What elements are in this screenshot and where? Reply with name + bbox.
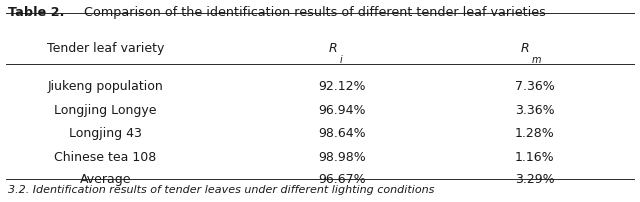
Text: Table 2.: Table 2. <box>8 6 64 19</box>
Text: 3.2. Identification results of tender leaves under different lighting conditions: 3.2. Identification results of tender le… <box>8 184 434 194</box>
Text: 98.98%: 98.98% <box>319 150 366 163</box>
Text: R: R <box>329 42 337 55</box>
Text: Chinese tea 108: Chinese tea 108 <box>54 150 157 163</box>
Text: 3.29%: 3.29% <box>515 172 554 185</box>
Text: 3.36%: 3.36% <box>515 104 554 117</box>
Text: Jiukeng population: Jiukeng population <box>48 79 163 92</box>
Text: 7.36%: 7.36% <box>515 79 554 92</box>
Text: Average: Average <box>80 172 131 185</box>
Text: 92.12%: 92.12% <box>319 79 366 92</box>
Text: Longjing 43: Longjing 43 <box>69 127 142 140</box>
Text: 98.64%: 98.64% <box>319 127 366 140</box>
Text: 1.28%: 1.28% <box>515 127 554 140</box>
Text: Longjing Longye: Longjing Longye <box>54 104 157 117</box>
Text: Tender leaf variety: Tender leaf variety <box>47 42 164 55</box>
Text: m: m <box>532 55 541 65</box>
Text: Comparison of the identification results of different tender leaf varieties: Comparison of the identification results… <box>81 6 547 19</box>
Text: R: R <box>521 42 529 55</box>
Text: 1.16%: 1.16% <box>515 150 554 163</box>
Text: 96.94%: 96.94% <box>319 104 366 117</box>
Text: 96.67%: 96.67% <box>319 172 366 185</box>
Text: i: i <box>340 55 342 65</box>
